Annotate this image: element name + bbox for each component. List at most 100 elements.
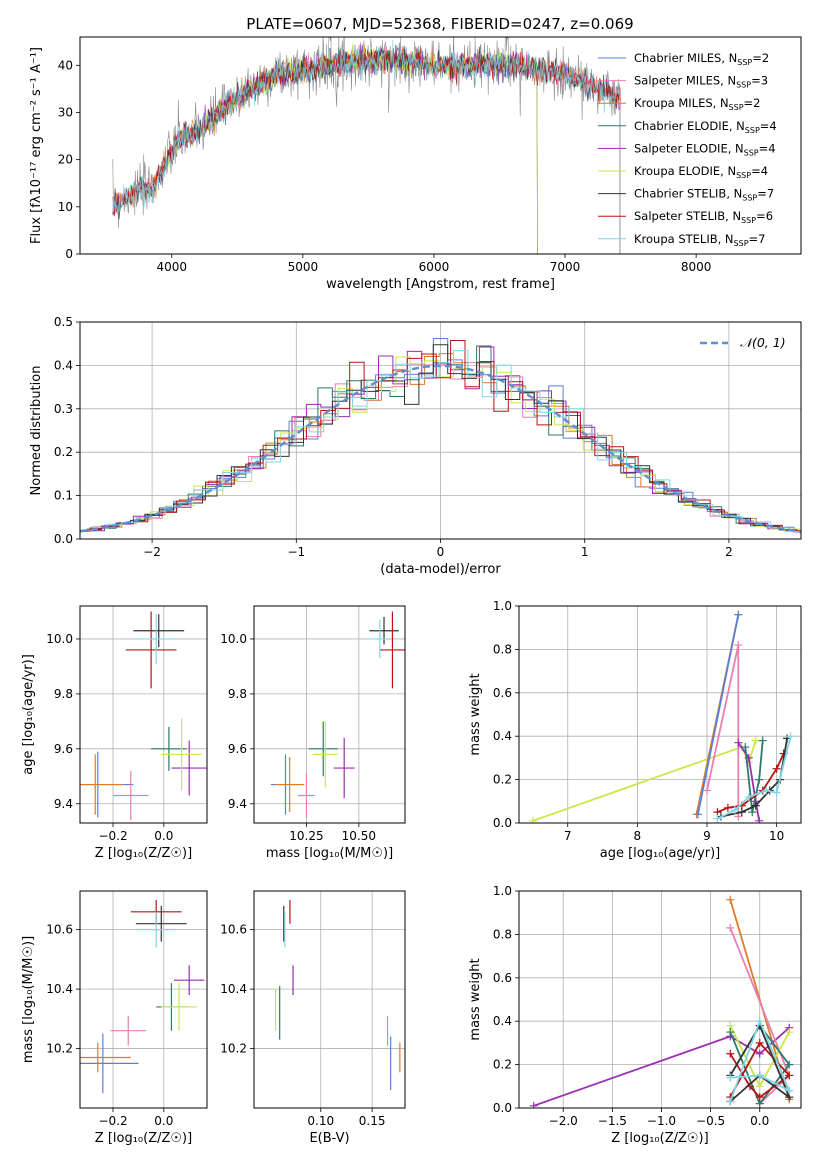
weight-marker (755, 1093, 764, 1102)
x-tick-label: 4000 (156, 260, 187, 274)
x-tick-label: −0.2 (98, 829, 127, 843)
axes-frame (79, 605, 208, 824)
x-tick-label: 1 (581, 545, 589, 559)
y-tick-label: 10.6 (46, 923, 73, 937)
y-tick-label: 0.8 (493, 642, 512, 656)
x-tick-label: 6000 (419, 260, 450, 274)
x-tick-label: −2.0 (549, 1114, 578, 1128)
x-tick-label: 8 (634, 829, 642, 843)
y-axis-label: Flux [fλ10⁻¹⁷ erg cm⁻² s⁻¹ A⁻¹] (29, 47, 44, 244)
plot-area (528, 610, 795, 823)
plot-area (80, 899, 205, 1094)
x-axis-label: mass [log₁₀(M/M☉)] (266, 846, 393, 861)
x-tick-label: 0.0 (750, 1114, 769, 1128)
weight-marker (726, 1028, 735, 1037)
x-axis-label: Z [log₁₀(Z/Z☉)] (95, 846, 192, 861)
plot-area (529, 895, 794, 1108)
errorbar-point (80, 1042, 131, 1073)
errorbar-point (161, 718, 202, 791)
residual-histogram (80, 344, 801, 533)
weight-marker (726, 1049, 735, 1058)
x-tick-label: 0.10 (307, 1114, 334, 1128)
errorbar-point (135, 911, 177, 948)
x-axis-label: wavelength [Angstrom, rest frame] (326, 277, 555, 292)
errorbar-point (161, 983, 197, 1031)
weight-marker (751, 736, 760, 745)
y-tick-label: 0.0 (493, 816, 512, 830)
x-tick-label: −2 (143, 545, 161, 559)
errorbar-point (379, 611, 405, 689)
weight-marker (726, 895, 735, 904)
legend-entry: Chabrier STELIB, NSSP=7 (634, 187, 774, 203)
x-tick-label: 7000 (550, 260, 581, 274)
errorbar-point (369, 619, 391, 659)
weight-marker (755, 1049, 764, 1058)
x-tick-label: 10.50 (342, 829, 376, 843)
x-axis-label: E(B-V) (309, 1131, 349, 1146)
x-tick-label: 10.25 (289, 829, 323, 843)
x-tick-label: 7 (564, 829, 572, 843)
panel-residuals: −2 −1 0 1 2 0.0 0.1 0.2 0.3 0.4 0.5 (data-model)/er… (29, 315, 802, 577)
panel-mass-vs-metallicity: −0.2 0.0 10.2 10.4 10.6 Z [log₁₀(Z/Z☉)] mass [… (21, 890, 208, 1146)
weight-marker (755, 775, 764, 784)
x-tick-label: 10 (769, 829, 784, 843)
weight-series (716, 735, 792, 820)
weight-marker (528, 816, 537, 823)
y-tick-label: 0.3 (54, 402, 73, 416)
y-tick-label: 10.0 (46, 632, 73, 646)
weight-marker (758, 736, 767, 745)
plot-area (80, 611, 207, 821)
model-spectrum (112, 45, 621, 254)
x-tick-label: 0 (437, 545, 445, 559)
legend-entry: Kroupa MILES, NSSP=2 (634, 96, 760, 112)
x-tick-label: −1.5 (598, 1114, 627, 1128)
legend-entry: Salpeter ELODIE, NSSP=4 (634, 141, 776, 157)
y-tick-label: 0.6 (493, 971, 512, 985)
y-axis-label: mass weight (468, 958, 483, 1040)
weight-marker (734, 610, 743, 619)
errorbar-point (274, 757, 305, 813)
y-tick-label: 10.2 (220, 1042, 247, 1056)
weight-marker (734, 738, 743, 747)
errorbar-point (135, 614, 177, 664)
errorbar-point (110, 1015, 147, 1046)
y-tick-label: 10.4 (220, 982, 247, 996)
legend-entry: Salpeter STELIB, NSSP=6 (634, 209, 773, 225)
errorbar-point (312, 721, 338, 788)
x-axis-label: (data-model)/error (380, 562, 501, 577)
y-tick-label: 10 (58, 200, 73, 214)
y-tick-label: 10.0 (220, 632, 247, 646)
errorbar-point (151, 726, 187, 771)
weight-marker (744, 792, 753, 801)
errorbar-point (333, 737, 355, 799)
residual-histogram (80, 340, 801, 532)
y-tick-label: 9.8 (54, 687, 73, 701)
weight-marker (785, 1071, 794, 1080)
model-spectrum (158, 43, 538, 254)
weight-marker (772, 788, 781, 797)
x-tick-label: 0.0 (154, 1114, 173, 1128)
weight-marker (529, 1101, 538, 1108)
weight-marker (755, 816, 764, 823)
weight-marker (748, 808, 757, 817)
y-tick-label: 0.4 (493, 729, 512, 743)
errorbar-point (171, 740, 207, 796)
weight-marker (693, 810, 702, 819)
y-tick-label: 0.2 (54, 445, 73, 459)
x-tick-label: −0.5 (696, 1114, 725, 1128)
y-axis-label: mass weight (468, 673, 483, 755)
weight-series (729, 1024, 791, 1106)
errorbar-point (173, 965, 205, 996)
weight-series (737, 742, 761, 821)
y-tick-label: 9.6 (54, 742, 73, 756)
model-spectrum (112, 39, 621, 254)
y-tick-label: 9.4 (54, 797, 73, 811)
weight-marker (751, 801, 760, 810)
errorbar-point (125, 611, 177, 689)
x-tick-label: −0.2 (98, 1114, 127, 1128)
weight-marker (726, 1097, 735, 1106)
weight-marker (755, 1071, 764, 1080)
weight-marker (772, 764, 781, 773)
x-tick-label: 2 (725, 545, 733, 559)
